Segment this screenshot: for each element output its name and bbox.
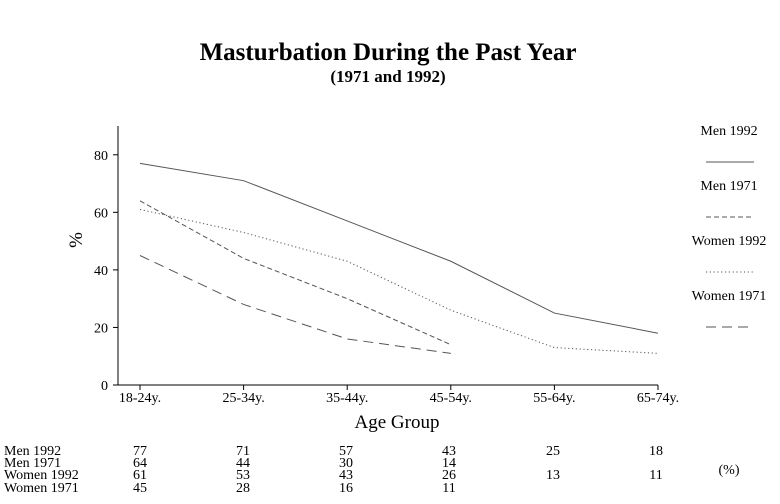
- x-tick-label: 18-24y.: [119, 391, 161, 406]
- data-table: Men 1992 77 71 57 43 25 18 Men 1971 64 44 30 14 Wome…: [4, 444, 740, 496]
- series-line-women-1992: [139, 208, 659, 354]
- chart-title: Masturbation During the Past Year: [200, 39, 577, 66]
- table-cell: 44: [236, 456, 250, 471]
- legend: Men 1992 Men 1971 Women 1992 Women 1971: [692, 124, 767, 328]
- table-unit: (%): [719, 463, 740, 478]
- y-axis-label: %: [66, 232, 87, 248]
- table-cell: 28: [236, 481, 250, 496]
- y-tick-label: 20: [94, 321, 108, 336]
- table-cell: 61: [133, 468, 147, 483]
- table-cell: 71: [236, 444, 250, 459]
- y-tick-label: 60: [94, 206, 108, 221]
- table-cell: 77: [133, 444, 147, 459]
- table-cell: 11: [442, 481, 455, 496]
- table-cell: 14: [442, 456, 456, 471]
- table-cell: 57: [339, 444, 353, 459]
- table-cell: 30: [339, 456, 353, 471]
- chart-subtitle: (1971 and 1992): [330, 67, 445, 86]
- table-row-label: Women 1971: [4, 481, 79, 496]
- table-cell: 18: [649, 444, 663, 459]
- table-cell: 11: [649, 468, 662, 483]
- table-cell: 53: [236, 468, 250, 483]
- table-cell: 25: [546, 444, 560, 459]
- x-axis-label: Age Group: [355, 412, 440, 433]
- series-line-men-1971: [139, 200, 452, 346]
- table-cell: 16: [339, 481, 353, 496]
- y-tick-label: 40: [94, 264, 108, 279]
- x-tick-label: 45-54y.: [430, 391, 472, 406]
- series-line-women-1971: [139, 255, 451, 354]
- legend-label: Women 1992: [692, 234, 767, 249]
- legend-label: Men 1992: [700, 124, 757, 139]
- table-cell: 64: [133, 456, 147, 471]
- table-cell: 13: [546, 468, 560, 483]
- table-row-label: Men 1992: [4, 444, 61, 459]
- x-tick-label: 25-34y.: [222, 391, 264, 406]
- y-tick-label: 0: [101, 379, 108, 394]
- x-tick-label: 65-74y.: [637, 391, 679, 406]
- y-tick-label: 80: [94, 149, 108, 164]
- series-lines: [139, 162, 659, 354]
- x-tick-label: 35-44y.: [326, 391, 368, 406]
- table-row-label: Men 1971: [4, 456, 61, 471]
- table-row-label: Women 1992: [4, 468, 79, 483]
- table-cell: 43: [339, 468, 353, 483]
- x-ticks: 18-24y. 25-34y. 35-44y. 45-54y. 55-64y. 65-74…: [119, 385, 679, 406]
- legend-label: Men 1971: [700, 179, 757, 194]
- y-ticks: 0 20 40 60 80: [94, 149, 118, 394]
- series-line-men-1992: [139, 162, 659, 334]
- table-cell: 26: [442, 468, 456, 483]
- table-cell: 43: [442, 444, 456, 459]
- legend-label: Women 1971: [692, 289, 767, 304]
- table-cell: 45: [133, 481, 147, 496]
- x-tick-label: 55-64y.: [533, 391, 575, 406]
